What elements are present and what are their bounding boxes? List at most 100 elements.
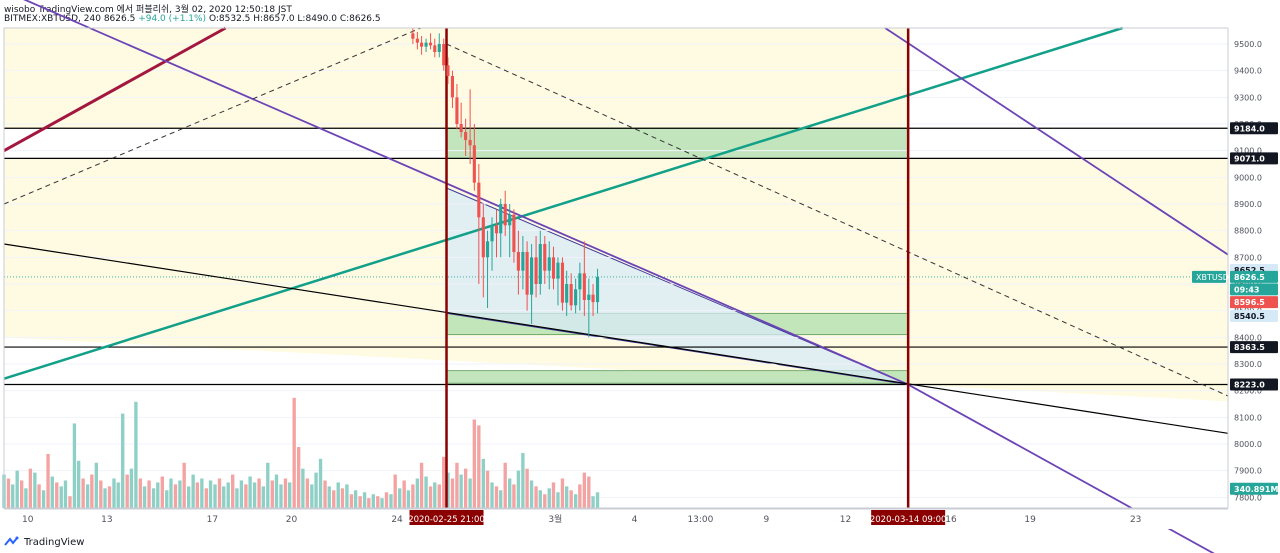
volume-bar — [591, 496, 595, 508]
volume-bar — [560, 478, 565, 508]
candles-layer — [411, 28, 600, 338]
volume-bar — [349, 494, 354, 508]
volume-bar — [398, 488, 402, 508]
volume-bar — [455, 462, 459, 508]
volume-bar — [534, 486, 538, 508]
volume-bar — [288, 482, 292, 508]
ohlc-values: O:8532.5 H:8657.0 L:8490.0 C:8626.5 — [208, 14, 381, 24]
volume-bar — [112, 478, 116, 508]
volume-bar — [204, 488, 209, 508]
chart-header-ohlc: BITMEX:XBTUSD, 240 8626.5 +94.0 (+1.1%) … — [4, 14, 381, 24]
y-tick-label: 9000.0 — [1234, 173, 1262, 182]
volume-bar — [314, 472, 318, 508]
candle-body — [464, 132, 468, 140]
volume-bar — [459, 474, 463, 508]
volume-bar — [393, 474, 397, 508]
candle-body — [534, 257, 538, 284]
volume-layer — [2, 397, 600, 508]
volume-bar — [494, 486, 499, 508]
volume-bar — [582, 472, 587, 508]
volume-bar — [450, 478, 455, 508]
y-tick-label: 9500.0 — [1234, 40, 1262, 49]
volume-bar — [15, 470, 19, 508]
price-label-bg — [1230, 283, 1278, 296]
volume-bar — [24, 488, 28, 508]
candle-body — [538, 244, 542, 284]
volume-bar — [261, 486, 265, 508]
volume-bar — [116, 482, 120, 508]
footer-brand[interactable]: TradingView — [4, 533, 84, 551]
candle-body — [543, 244, 547, 271]
y-tick-label: 7800.0 — [1234, 493, 1262, 502]
volume-bar — [419, 462, 424, 508]
volume-bar — [41, 490, 46, 508]
zone-green — [446, 127, 909, 159]
volume-bar — [222, 486, 226, 508]
volume-bar — [19, 480, 24, 508]
candle-body — [428, 42, 433, 46]
volume-bar — [345, 484, 349, 508]
volume-bar — [327, 486, 331, 508]
volume-bar — [367, 498, 371, 508]
volume-bar — [68, 496, 72, 508]
price-label-bg — [1230, 310, 1278, 322]
volume-bar — [573, 494, 578, 508]
price-axis[interactable]: 7800.0 7900.0 8000.0 8100.0 8200.0 8300.0 8400… — [3, 0, 1280, 553]
volume-bar — [125, 474, 129, 508]
volume-bar — [446, 472, 450, 508]
x-tick-label: 13:00 — [687, 515, 713, 525]
y-tick-label: 8700.0 — [1234, 253, 1262, 262]
candle-body — [582, 273, 586, 300]
volume-bar — [512, 484, 516, 508]
volume-bar — [516, 470, 521, 508]
time-axis-bg — [0, 509, 1280, 529]
volume-bar — [94, 462, 99, 508]
volume-bar — [376, 496, 380, 508]
candle-body — [565, 284, 569, 303]
trendline-teal — [3, 26, 1123, 380]
y-tick-label: 9100.0 — [1234, 147, 1262, 156]
volume-bar — [279, 484, 283, 508]
y-tick-label: 8000.0 — [1234, 440, 1262, 449]
x-tick-label: 16 — [945, 515, 957, 525]
grid-layer — [4, 43, 1228, 498]
candle-body — [472, 145, 476, 183]
last-price: 8626.5 — [103, 14, 136, 24]
y-tick-label: 9400.0 — [1234, 67, 1262, 76]
volume-bar — [564, 486, 569, 508]
x-tick-label: 19 — [1024, 515, 1036, 525]
time-axis[interactable]: 10 13 17 20 24 3월 4 13:00 9 12 16 19 23 2020-02-25 21… — [0, 508, 1280, 529]
volume-bar — [266, 462, 270, 508]
volume-bar — [323, 480, 327, 508]
symbol-label[interactable]: BITMEX:XBTUSD, 240 — [4, 14, 101, 24]
volume-bar — [6, 478, 11, 508]
volume-bar — [437, 484, 441, 508]
x-tick-label: 24 — [391, 515, 403, 525]
candle-body — [411, 33, 415, 39]
volume-bar — [415, 478, 420, 508]
volume-bar — [156, 482, 160, 508]
price-label: 8540.5 — [1234, 312, 1265, 321]
volume-bar — [296, 447, 301, 508]
symbol-tag: XBTUSD — [1196, 273, 1229, 282]
y-tick-label: 8900.0 — [1234, 200, 1262, 209]
volume-bar — [244, 484, 248, 508]
volume-bar — [99, 480, 103, 508]
volume-bar — [428, 486, 433, 508]
candle-body — [516, 252, 520, 271]
volume-bar — [310, 484, 314, 508]
volume-bar — [252, 482, 257, 508]
volume-bar — [63, 480, 68, 508]
volume-bar — [283, 478, 288, 508]
candle-body — [521, 252, 525, 271]
candle-body — [437, 44, 441, 52]
volume-bar — [543, 494, 547, 508]
volume-bar — [556, 492, 560, 508]
volume-bar — [213, 484, 217, 508]
volume-bar — [481, 458, 485, 508]
candle-body — [433, 45, 437, 52]
candle-body — [442, 44, 446, 66]
volume-bar — [305, 478, 310, 508]
y-tick-label: 8400.0 — [1234, 333, 1262, 342]
